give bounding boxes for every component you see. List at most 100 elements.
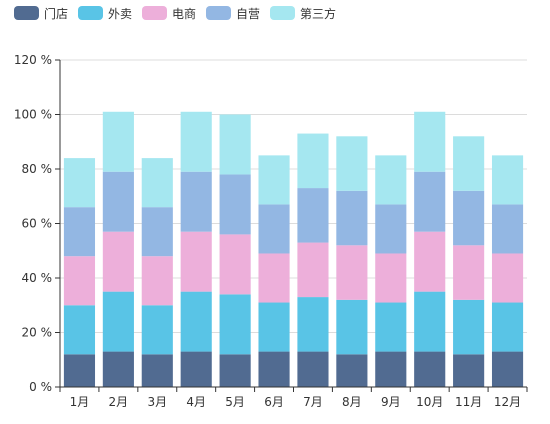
bar-segment[interactable] [63,305,96,355]
bar-stack-6[interactable] [297,133,329,387]
bar-segment[interactable] [141,354,173,387]
bar-segment[interactable] [491,155,524,205]
bar-segment[interactable] [297,188,329,243]
legend[interactable]: 门店 外卖 电商 自营 第三方 [14,6,336,21]
grid [60,59,527,333]
bar-segment[interactable] [102,171,134,232]
bar-segment[interactable] [297,297,329,352]
bar-stack-7[interactable] [336,136,368,387]
legend-label: 门店 [44,6,68,21]
bar-segment[interactable] [491,204,524,254]
bar-segment[interactable] [336,354,368,387]
bar-segment[interactable] [219,114,251,175]
legend-swatch [78,6,103,20]
bar-segment[interactable] [180,351,212,387]
bar-segment[interactable] [414,171,446,232]
bar-segment[interactable] [180,231,212,292]
bar-segment[interactable] [102,291,134,352]
bar-segment[interactable] [297,242,329,298]
bar-segment[interactable] [102,231,134,292]
x-tick-label: 9月 [381,395,401,409]
bar-stack-11[interactable] [491,155,524,387]
bar-segment[interactable] [258,253,290,303]
bar-segment[interactable] [453,354,485,387]
bar-segment[interactable] [414,351,446,387]
bar-segment[interactable] [453,299,485,355]
x-tick-label: 2月 [109,395,129,409]
bar-segment[interactable] [63,207,96,257]
bar-segment[interactable] [258,302,290,352]
x-tick-label: 6月 [264,395,284,409]
bar-segment[interactable] [219,354,251,387]
x-tick-label: 1月 [70,395,90,409]
bar-segment[interactable] [491,351,524,387]
bar-segment[interactable] [491,253,524,303]
bar-segment[interactable] [180,291,212,352]
legend-item-1[interactable]: 外卖 [78,6,132,21]
bar-segment[interactable] [141,207,173,257]
bar-stack-1[interactable] [102,111,134,387]
bar-segment[interactable] [375,204,407,254]
legend-swatch [270,6,295,20]
legend-item-3[interactable]: 自营 [206,6,260,21]
bar-segment[interactable] [102,351,134,387]
bar-segment[interactable] [453,136,485,191]
x-tick-label: 12月 [494,395,521,409]
bar-segment[interactable] [375,155,407,205]
bar-segment[interactable] [141,158,173,208]
y-tick-label: 0 % [29,380,52,394]
bar-stack-5[interactable] [258,155,290,387]
y-tick-label: 100 % [14,108,52,122]
bar-segment[interactable] [414,111,446,172]
bar-segment[interactable] [63,354,96,387]
bar-segment[interactable] [336,245,368,300]
bar-segment[interactable] [336,190,368,246]
bar-segment[interactable] [258,204,290,254]
bar-segment[interactable] [336,136,368,191]
legend-item-2[interactable]: 电商 [142,6,196,21]
legend-swatch [206,6,231,20]
bar-segment[interactable] [141,256,173,306]
x-tick-label: 4月 [186,395,206,409]
bar-segment[interactable] [414,231,446,292]
legend-item-4[interactable]: 第三方 [270,6,336,21]
bar-segment[interactable] [375,253,407,303]
bar-stack-3[interactable] [180,111,212,387]
bar-segment[interactable] [141,305,173,355]
x-tick-label: 3月 [147,395,167,409]
bar-segment[interactable] [63,158,96,208]
legend-label: 自营 [236,7,260,21]
bar-stack-9[interactable] [414,111,446,387]
legend-item-0[interactable]: 门店 [14,6,68,21]
bar-segment[interactable] [414,291,446,352]
bar-segment[interactable] [258,351,290,387]
bar-stack-0[interactable] [63,158,96,387]
bars [63,111,524,388]
bar-segment[interactable] [453,245,485,300]
bar-segment[interactable] [258,155,290,205]
bar-segment[interactable] [180,111,212,172]
bar-segment[interactable] [102,111,134,172]
bar-stack-8[interactable] [375,155,407,387]
y-tick-label: 120 % [14,53,52,67]
bar-stack-10[interactable] [453,136,485,387]
bar-segment[interactable] [491,302,524,352]
bar-segment[interactable] [219,174,251,235]
bar-segment[interactable] [297,133,329,189]
bar-segment[interactable] [375,351,407,387]
y-tick-label: 80 % [22,162,53,176]
bar-segment[interactable] [297,351,329,387]
bar-stack-2[interactable] [141,158,173,387]
bar-segment[interactable] [453,190,485,246]
y-tick-label: 60 % [22,217,53,231]
bar-segment[interactable] [63,256,96,306]
bar-segment[interactable] [336,299,368,355]
bar-segment[interactable] [219,294,251,355]
bar-segment[interactable] [180,171,212,232]
y-tick-label: 20 % [22,326,53,340]
bar-segment[interactable] [375,302,407,352]
bar-segment[interactable] [219,234,251,295]
bar-stack-4[interactable] [219,114,251,388]
legend-swatch [14,6,39,20]
